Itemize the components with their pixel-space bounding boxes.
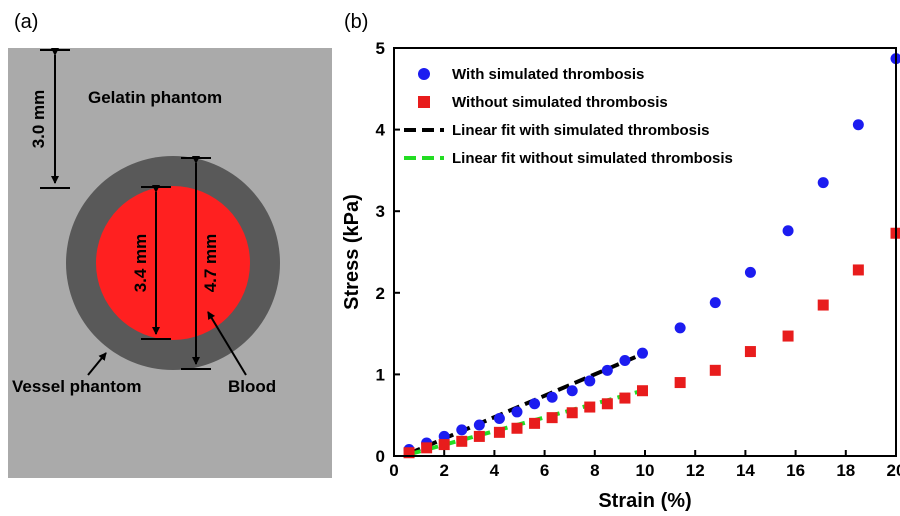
point-with-thrombosis [529,398,541,410]
point-with-thrombosis [782,225,794,237]
legend-symbol [418,68,430,80]
point-without-thrombosis [584,401,596,413]
point-without-thrombosis [456,435,468,447]
x-tick-label: 6 [540,461,549,480]
x-tick-label: 16 [786,461,805,480]
point-without-thrombosis [403,447,415,459]
gelatin-phantom-label: Gelatin phantom [88,88,222,107]
point-without-thrombosis [709,364,721,376]
point-without-thrombosis [744,346,756,358]
point-without-thrombosis [601,398,613,410]
blood-label: Blood [228,377,276,396]
legend-label: With simulated thrombosis [452,66,644,83]
point-without-thrombosis [473,430,485,442]
x-tick-label: 0 [389,461,398,480]
plot-frame [393,47,897,457]
legend-label: Without simulated thrombosis [452,94,668,111]
point-without-thrombosis [493,426,505,438]
dim-top-label: 3.0 mm [29,90,48,149]
point-with-thrombosis [709,297,721,309]
point-with-thrombosis [511,406,523,418]
point-without-thrombosis [529,417,541,429]
blood-pointer [207,311,247,376]
phantom-schematic: 3.0 mm 3.4 mm 4.7 mm Gelatin phantom Ves… [8,48,332,478]
point-without-thrombosis [546,412,558,424]
point-without-thrombosis [782,330,794,342]
x-tick-label: 18 [836,461,855,480]
x-tick-label: 4 [490,461,500,480]
point-with-thrombosis [744,266,756,278]
point-without-thrombosis [421,442,433,454]
axis-ticks: 02468101214161820012345 [376,39,900,480]
point-with-thrombosis [546,391,558,403]
y-tick-label: 3 [376,202,385,221]
point-without-thrombosis [674,377,686,389]
legend: With simulated thrombosis Without simulat… [404,66,733,167]
point-without-thrombosis [817,299,829,311]
point-without-thrombosis [438,439,450,451]
panel-a-label: (a) [14,11,38,33]
point-with-thrombosis [473,419,485,431]
vessel-phantom-pointer [87,352,107,376]
point-with-thrombosis [601,364,613,376]
point-without-thrombosis [852,264,864,276]
point-with-thrombosis [619,355,631,367]
panel-b-label: (b) [344,11,368,33]
x-tick-label: 20 [887,461,900,480]
x-tick-label: 14 [736,461,755,480]
legend-symbol [418,96,430,108]
point-with-thrombosis [493,412,505,424]
point-with-thrombosis [817,177,829,189]
point-with-thrombosis [566,385,578,397]
dim-inner-label: 3.4 mm [131,234,150,293]
vessel-phantom-label: Vessel phantom [12,377,141,396]
point-without-thrombosis [636,385,648,397]
point-with-thrombosis [852,119,864,131]
point-without-thrombosis [619,392,631,404]
stress-strain-chart: 02468101214161820012345 With simulated t… [341,39,900,512]
x-tick-label: 2 [439,461,448,480]
dim-outer-label: 4.7 mm [201,234,220,293]
point-without-thrombosis [511,422,523,434]
data-marks [403,53,900,459]
legend-label: Linear fit with simulated thrombosis [452,122,710,139]
y-tick-label: 0 [376,447,385,466]
y-tick-label: 2 [376,284,385,303]
legend-label: Linear fit without simulated thrombosis [452,150,733,167]
x-axis-title: Strain (%) [598,490,691,512]
point-with-thrombosis [456,424,468,436]
x-tick-label: 8 [590,461,599,480]
y-tick-label: 5 [376,39,385,58]
x-tick-label: 12 [686,461,705,480]
x-tick-label: 10 [636,461,655,480]
point-with-thrombosis [674,322,686,334]
point-without-thrombosis [566,407,578,419]
point-with-thrombosis [584,375,596,387]
blood-lumen [96,186,250,340]
y-tick-label: 4 [376,121,386,140]
point-with-thrombosis [636,347,648,359]
y-tick-label: 1 [376,365,385,384]
y-axis-title: Stress (kPa) [341,194,363,310]
